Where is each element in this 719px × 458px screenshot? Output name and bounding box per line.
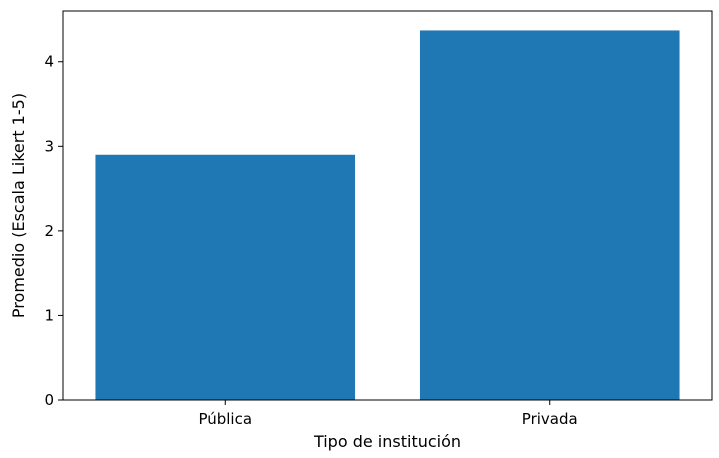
y-tick-label: 4 <box>44 53 54 71</box>
bars-layer <box>95 30 680 400</box>
bar-1 <box>419 30 680 400</box>
x-axis-label: Tipo de institución <box>313 432 461 451</box>
bar-0 <box>95 154 356 400</box>
y-axis-ticks: 0 1 2 3 4 <box>44 53 63 409</box>
x-axis-ticks: Pública Privada <box>198 400 578 428</box>
y-tick-label: 3 <box>44 137 54 155</box>
y-axis-label: Promedio (Escala Likert 1-5) <box>9 93 28 318</box>
y-tick-label: 2 <box>44 222 54 240</box>
plot-frame <box>62 10 713 401</box>
y-tick-label: 0 <box>44 391 54 409</box>
x-tick-label: Privada <box>522 410 578 428</box>
y-tick-label: 1 <box>44 306 54 324</box>
x-tick-label: Pública <box>198 410 252 428</box>
